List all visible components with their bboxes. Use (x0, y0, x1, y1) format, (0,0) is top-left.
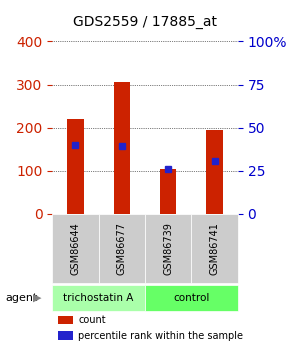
Bar (114, 82, 130, 214)
Text: GSM86644: GSM86644 (70, 222, 80, 275)
Bar (206, 130, 223, 214)
Bar (67, 119, 84, 214)
Text: ▶: ▶ (33, 293, 42, 303)
Text: GSM86739: GSM86739 (163, 222, 173, 275)
Text: percentile rank within the sample: percentile rank within the sample (78, 331, 243, 341)
Text: control: control (173, 293, 210, 303)
Bar (160, 169, 176, 214)
Text: trichostatin A: trichostatin A (64, 293, 134, 303)
Text: GSM86741: GSM86741 (210, 222, 220, 275)
Text: count: count (78, 315, 106, 325)
Text: agent: agent (6, 293, 38, 303)
Text: GSM86677: GSM86677 (117, 222, 127, 275)
Text: GDS2559 / 17885_at: GDS2559 / 17885_at (73, 15, 217, 29)
